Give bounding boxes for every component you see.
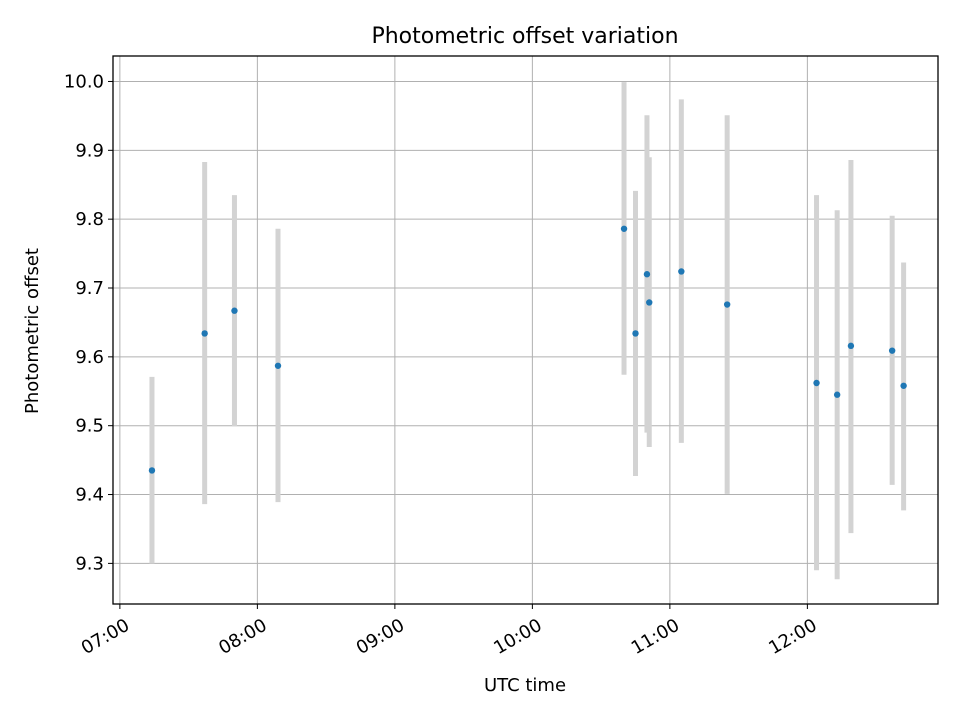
y-tick-label: 9.6 (75, 347, 104, 368)
data-point (678, 268, 685, 275)
y-tick-label: 10.0 (64, 71, 104, 92)
x-tick-label: 12:00 (765, 615, 820, 659)
y-tick-label: 9.3 (75, 553, 104, 574)
y-axis-label: Photometric offset (22, 248, 43, 414)
y-tick-label: 9.9 (75, 140, 104, 161)
x-tick-label: 09:00 (353, 615, 408, 659)
x-tick-label: 08:00 (215, 615, 270, 659)
chart-title: Photometric offset variation (371, 24, 678, 49)
x-axis-label: UTC time (484, 675, 566, 696)
y-axis-ticks: 9.3 9.4 9.5 9.6 9.7 9.8 9.9 10.0 (64, 71, 113, 574)
data-point (231, 307, 238, 314)
grid (113, 56, 938, 604)
x-tick-label: 07:00 (78, 615, 133, 659)
data-point (632, 330, 639, 337)
data-point (274, 362, 282, 369)
plot-frame (112, 55, 939, 605)
data-point (847, 342, 855, 350)
y-tick-label: 9.4 (75, 485, 104, 506)
data-point (833, 391, 841, 398)
data-points (148, 225, 907, 474)
data-point (620, 225, 628, 232)
data-point (646, 299, 653, 306)
y-tick-label: 9.5 (75, 416, 104, 437)
data-point (888, 347, 896, 354)
x-tick-label: 11:00 (628, 615, 683, 659)
y-tick-label: 9.8 (75, 209, 104, 230)
x-axis-ticks: 07:00 08:00 09:00 10:00 11:00 12:00 (78, 604, 821, 659)
data-point (900, 382, 907, 389)
y-tick-label: 9.7 (75, 278, 104, 299)
data-point (643, 271, 651, 278)
data-point (201, 330, 208, 337)
data-point (723, 301, 731, 308)
data-point (813, 379, 820, 387)
error-bars (149, 82, 907, 580)
x-tick-label: 10:00 (490, 615, 545, 659)
data-point (148, 467, 156, 474)
